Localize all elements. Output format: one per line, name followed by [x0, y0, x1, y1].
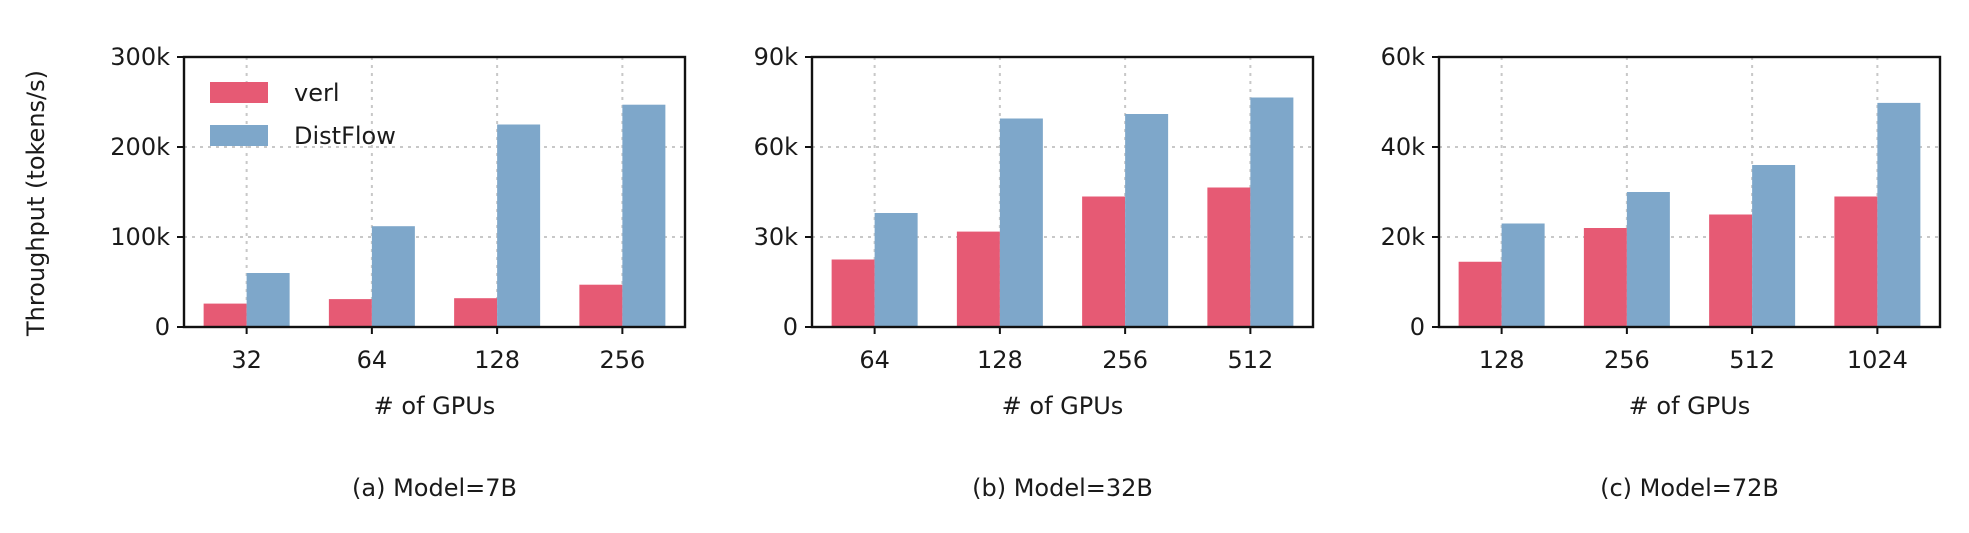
chart-panel-1: 0 100k 200k 300k 32 64 128 256 # of GPUs (a) Mode… [110, 43, 687, 502]
legend-label-distflow: DistFlow [294, 122, 396, 150]
x-tick-label: 1024 [1847, 346, 1908, 374]
bar-verl-128 [956, 231, 1000, 327]
legend-swatch-verl [210, 82, 268, 103]
bar-verl-512 [1207, 187, 1251, 327]
bar-distflow-64 [371, 226, 415, 327]
x-tick-label: 128 [977, 346, 1023, 374]
legend-label-verl: verl [294, 79, 340, 107]
x-tick-label: 64 [357, 346, 388, 374]
bar-verl-128 [454, 298, 498, 327]
y-tick-label: 60k [754, 133, 799, 161]
x-tick-label: 256 [1102, 346, 1148, 374]
bar-distflow-1024 [1877, 102, 1921, 328]
bar-verl-256 [1082, 196, 1126, 327]
chart-panel-2: 0 30k 60k 90k 64 128 256 512 # of GPUs (b) Model=… [754, 43, 1315, 502]
bar-verl-256 [579, 284, 623, 327]
bar-verl-32 [203, 303, 247, 327]
bar-verl-64 [831, 259, 875, 327]
plot-frame [810, 55, 1315, 329]
bar-distflow-256 [622, 104, 666, 327]
x-axis-title: # of GPUs [374, 392, 496, 420]
y-tick-label: 300k [110, 43, 170, 71]
panels: 0 100k 200k 300k 32 64 128 256 # of GPUs (a) Mode… [110, 43, 1942, 502]
y-tick-label: 100k [110, 223, 170, 251]
y-tick-label: 0 [1410, 313, 1425, 341]
bar-distflow-128 [1501, 223, 1545, 327]
bar-distflow-512 [1752, 165, 1796, 327]
x-tick-label: 512 [1729, 346, 1775, 374]
x-axis-title: # of GPUs [1002, 392, 1124, 420]
y-tick-label: 90k [754, 43, 799, 71]
bar-distflow-64 [874, 213, 918, 327]
bar-verl-64 [328, 299, 372, 327]
y-tick-label: 60k [1381, 43, 1426, 71]
x-tick-label: 128 [1479, 346, 1525, 374]
y-tick-label: 0 [155, 313, 170, 341]
panel-caption: (b) Model=32B [972, 474, 1153, 502]
panel-caption: (a) Model=7B [352, 474, 517, 502]
y-tick-label: 30k [754, 223, 799, 251]
bar-distflow-512 [1250, 97, 1294, 327]
bar-verl-256 [1583, 228, 1627, 327]
bar-verl-512 [1709, 214, 1753, 327]
bar-verl-128 [1458, 261, 1502, 327]
x-axis-title: # of GPUs [1629, 392, 1751, 420]
x-tick-label: 32 [231, 346, 262, 374]
x-tick-label: 64 [859, 346, 890, 374]
bar-distflow-256 [1626, 192, 1670, 327]
plot-frame [182, 55, 687, 329]
bar-verl-1024 [1834, 196, 1878, 327]
bar-distflow-128 [999, 118, 1043, 327]
legend-swatch-distflow [210, 125, 268, 146]
x-tick-label: 256 [1604, 346, 1650, 374]
legend: verl DistFlow [210, 79, 396, 150]
x-tick-label: 128 [474, 346, 520, 374]
y-tick-label: 200k [110, 133, 170, 161]
y-tick-label: 40k [1381, 133, 1426, 161]
bar-distflow-32 [246, 273, 290, 327]
y-tick-label: 20k [1381, 223, 1426, 251]
chart-panel-3: 0 20k 40k 60k 128 256 512 1024 # of GPUs (c) Mode… [1381, 43, 1942, 502]
y-tick-label: 0 [783, 313, 798, 341]
plot-frame [1437, 55, 1942, 329]
panel-caption: (c) Model=72B [1600, 474, 1779, 502]
x-tick-label: 256 [599, 346, 645, 374]
bar-distflow-128 [497, 124, 541, 327]
x-tick-label: 512 [1227, 346, 1273, 374]
y-axis-title: Throughput (tokens/s) [22, 70, 50, 337]
bar-distflow-256 [1125, 114, 1169, 327]
